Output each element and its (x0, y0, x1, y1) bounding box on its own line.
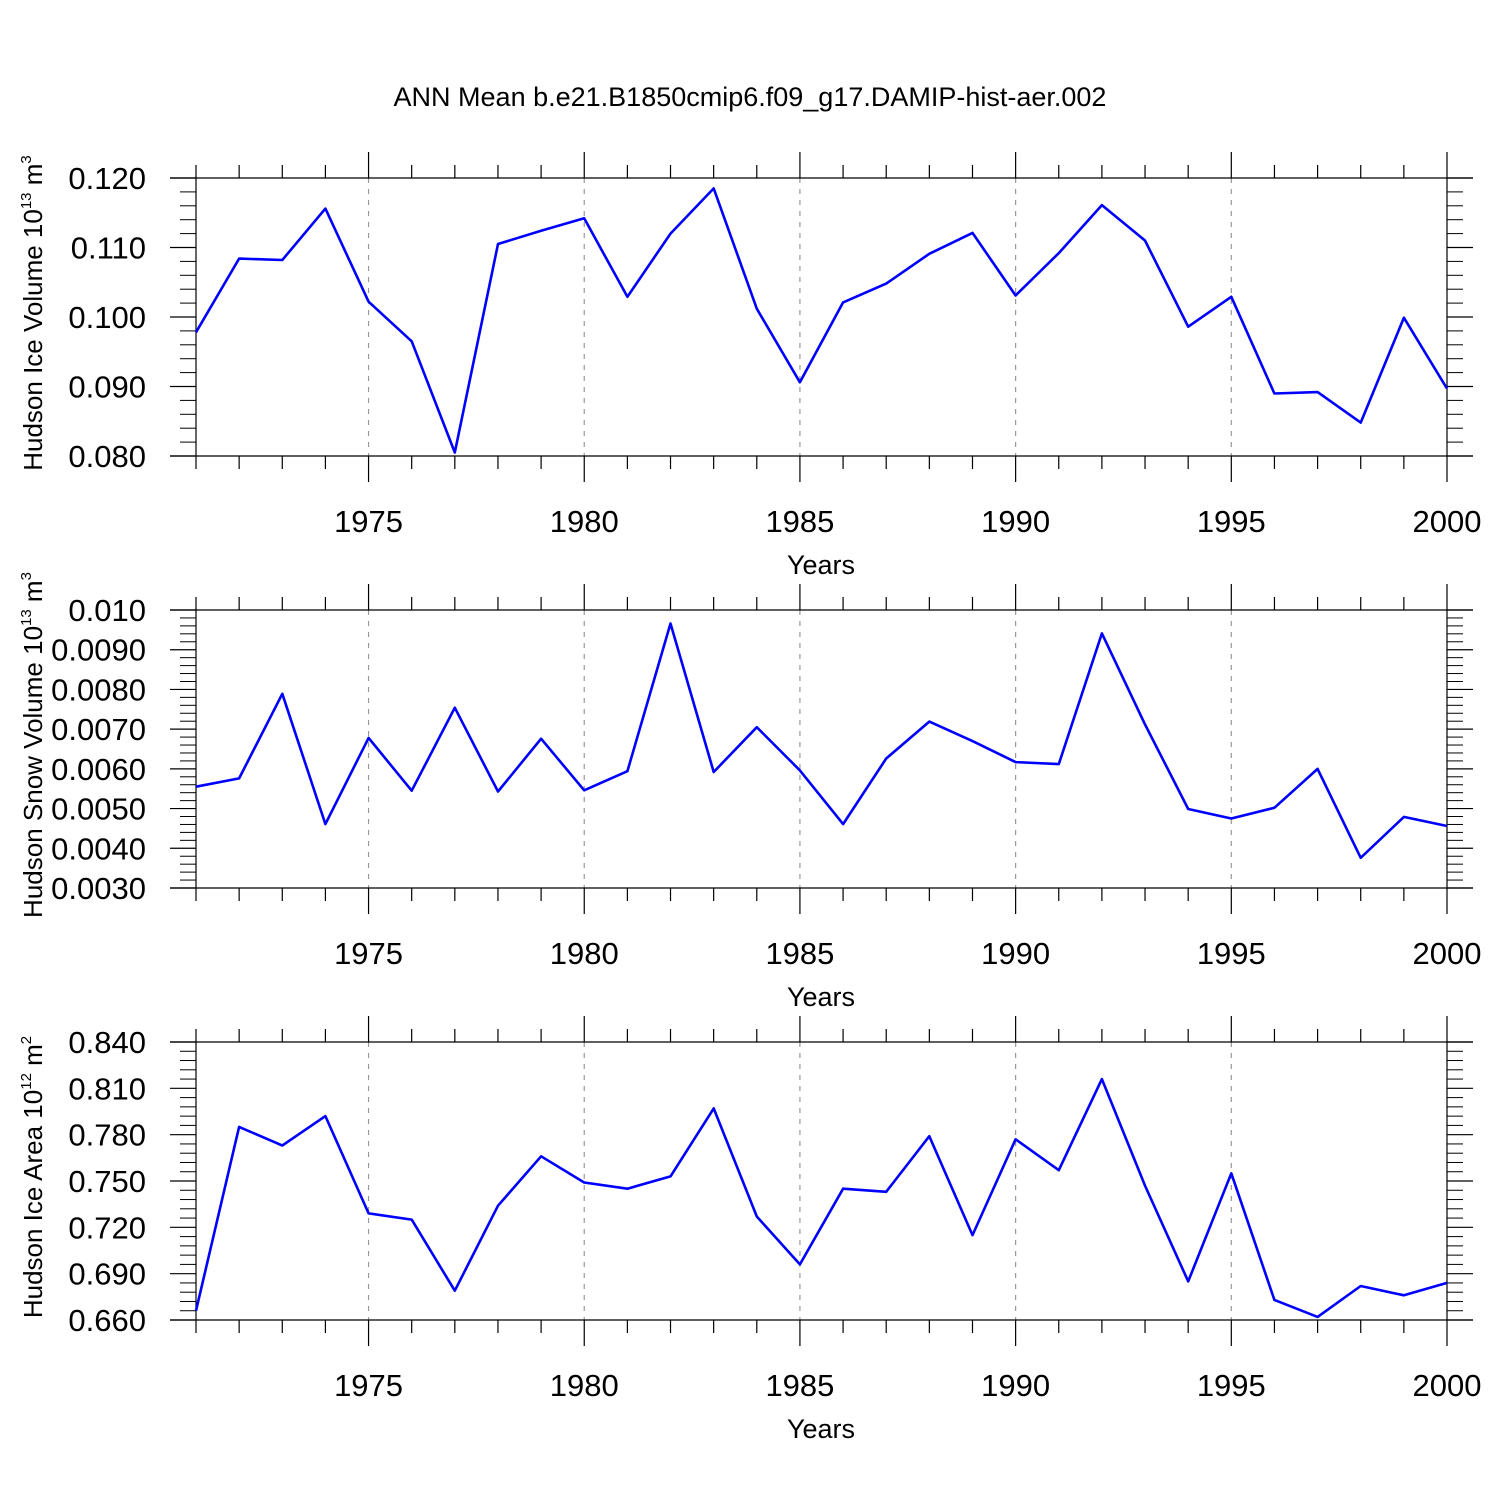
y-tick-label: 0.810 (68, 1071, 146, 1106)
x-axis-title: Years (787, 550, 855, 580)
y-tick-label: 0.690 (68, 1257, 146, 1292)
y-tick-label: 0.720 (68, 1210, 146, 1245)
y-tick-label: 0.080 (68, 439, 146, 474)
x-tick-label: 1985 (765, 936, 834, 971)
y-tick-label: 0.750 (68, 1164, 146, 1199)
x-tick-label: 1995 (1197, 936, 1266, 971)
x-tick-label: 1990 (981, 1368, 1050, 1403)
y-tick-label: 0.840 (68, 1025, 146, 1060)
y-tick-label: 0.0060 (51, 752, 146, 787)
y-axis-title-unit: m (18, 580, 48, 609)
y-axis-title-unit-exponent: 2 (18, 1036, 35, 1044)
chart-panels: 0.080 0.090 0.100 0.110 0.120 1975 1980 1985 199… (18, 152, 1481, 1444)
y-tick-label: 0.0050 (51, 792, 146, 827)
y-axis-title: Hudson Ice Volume 1013 m3 (18, 155, 48, 471)
chart-title: ANN Mean b.e21.B1850cmip6.f09_g17.DAMIP-… (394, 82, 1107, 112)
x-tick-label: 1985 (765, 1368, 834, 1403)
x-tick-label: 2000 (1413, 504, 1482, 539)
y-tick-label: 0.100 (68, 300, 146, 335)
x-tick-label: 1990 (981, 936, 1050, 971)
x-tick-label: 1975 (334, 936, 403, 971)
series-line (194, 187, 1449, 454)
y-tick-label: 0.780 (68, 1118, 146, 1153)
y-tick-label: 0.0040 (51, 831, 146, 866)
y-tick-label: 0.0030 (51, 871, 146, 906)
panel-2: 0.0030 0.0040 0.0050 0.0060 0.0070 0.0080 0.00… (18, 572, 1481, 1012)
y-tick-label: 0.090 (68, 370, 146, 405)
y-axis-title-unit: m (18, 164, 48, 193)
y-axis-title-exponent: 12 (18, 1073, 35, 1090)
y-tick-label: 0.110 (71, 231, 146, 266)
y-axis-title-exponent: 13 (18, 192, 35, 209)
x-tick-label: 1975 (334, 504, 403, 539)
x-tick-label: 1980 (550, 936, 619, 971)
x-tick-label: 1980 (550, 1368, 619, 1403)
x-tick-label: 1980 (550, 504, 619, 539)
y-axis-title: Hudson Ice Area 1012 m2 (18, 1036, 48, 1318)
x-tick-label: 1975 (334, 1368, 403, 1403)
x-tick-label: 1995 (1197, 504, 1266, 539)
x-tick-label: 2000 (1413, 1368, 1482, 1403)
x-tick-label: 1995 (1197, 1368, 1266, 1403)
x-axis-title: Years (787, 1414, 855, 1444)
y-tick-label: 0.0080 (51, 672, 146, 707)
y-axis-title-main: Hudson Ice Area 10 (18, 1090, 48, 1318)
x-tick-label: 1985 (765, 504, 834, 539)
y-axis-title-exponent: 13 (18, 609, 35, 626)
x-tick-label: 1990 (981, 504, 1050, 539)
y-tick-label: 0.010 (68, 593, 146, 628)
y-axis-title: Hudson Snow Volume 1013 m3 (18, 572, 48, 918)
series-line (194, 1077, 1448, 1319)
y-axis-title-unit: m (18, 1044, 48, 1073)
y-axis-title-unit-exponent: 3 (18, 155, 35, 163)
panel-3: 0.660 0.690 0.720 0.750 0.780 0.810 0.840 1975 1… (18, 1016, 1481, 1444)
y-axis-title-main: Hudson Snow Volume 10 (18, 626, 48, 918)
x-tick-label: 2000 (1413, 936, 1482, 971)
y-tick-label: 0.120 (68, 161, 146, 196)
y-axis-title-main: Hudson Ice Volume 10 (18, 209, 48, 471)
series-line (195, 622, 1448, 860)
y-tick-label: 0.0090 (51, 633, 146, 668)
y-axis-title-unit-exponent: 3 (18, 572, 35, 580)
panel-1: 0.080 0.090 0.100 0.110 0.120 1975 1980 1985 199… (18, 152, 1481, 580)
y-tick-label: 0.0070 (51, 712, 146, 747)
y-tick-label: 0.660 (68, 1303, 146, 1338)
x-axis-title: Years (787, 982, 855, 1012)
